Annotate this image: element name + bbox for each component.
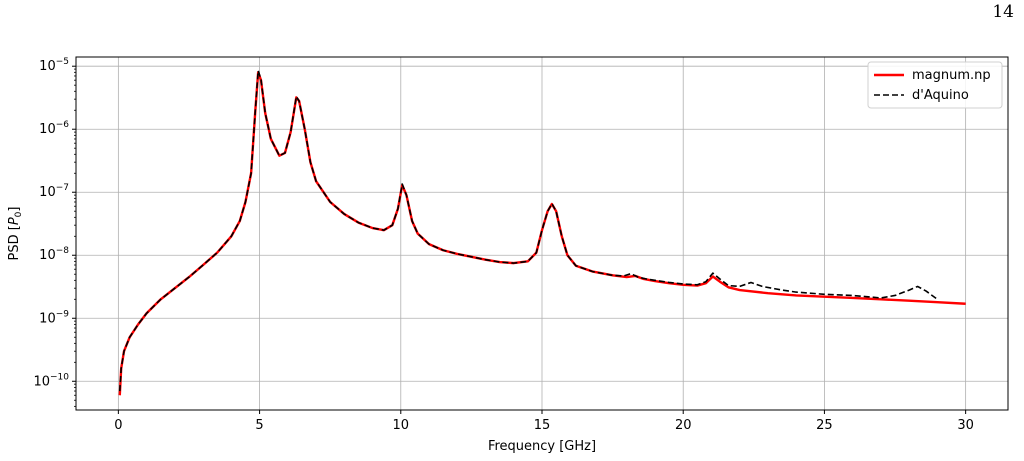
y-axis-label-prefix: PSD [: [7, 225, 22, 260]
y-axis-label-suffix: ]: [7, 207, 22, 212]
y-axis-label-variable: P: [7, 217, 22, 225]
y-tick-label: 10−10: [33, 372, 69, 389]
legend-label: magnum.np: [912, 68, 991, 83]
y-axis-label: PSD [P0]: [7, 207, 24, 261]
y-tick-label: 10−6: [39, 120, 69, 137]
x-axis-label: Frequency [GHz]: [488, 439, 596, 454]
page-number: 14: [992, 2, 1014, 22]
x-tick-label: 5: [255, 418, 263, 433]
y-tick-label: 10−9: [39, 309, 69, 326]
legend-box: [867, 61, 1003, 109]
axis-ticks: 0 5 10 15 20 25 30 10−10 10−9 10−8 10−7 10−6 10−5: [33, 57, 973, 433]
legend: magnum.np d'Aquino: [867, 61, 1003, 109]
plot-lines: [118, 69, 966, 396]
x-tick-label: 10: [393, 418, 410, 433]
y-axis-label-subscript: 0: [14, 211, 24, 217]
series-line-daquino: [118, 69, 938, 392]
legend-label: d'Aquino: [912, 88, 969, 103]
series-line-magnum-np: [118, 71, 966, 396]
y-tick-label: 10−7: [39, 183, 69, 200]
x-tick-label: 30: [957, 418, 974, 433]
y-tick-label: 10−5: [39, 57, 69, 74]
x-tick-label: 25: [816, 418, 833, 433]
x-tick-label: 15: [534, 418, 551, 433]
y-tick-label: 10−8: [39, 246, 69, 263]
x-tick-label: 20: [675, 418, 692, 433]
x-tick-label: 0: [114, 418, 122, 433]
